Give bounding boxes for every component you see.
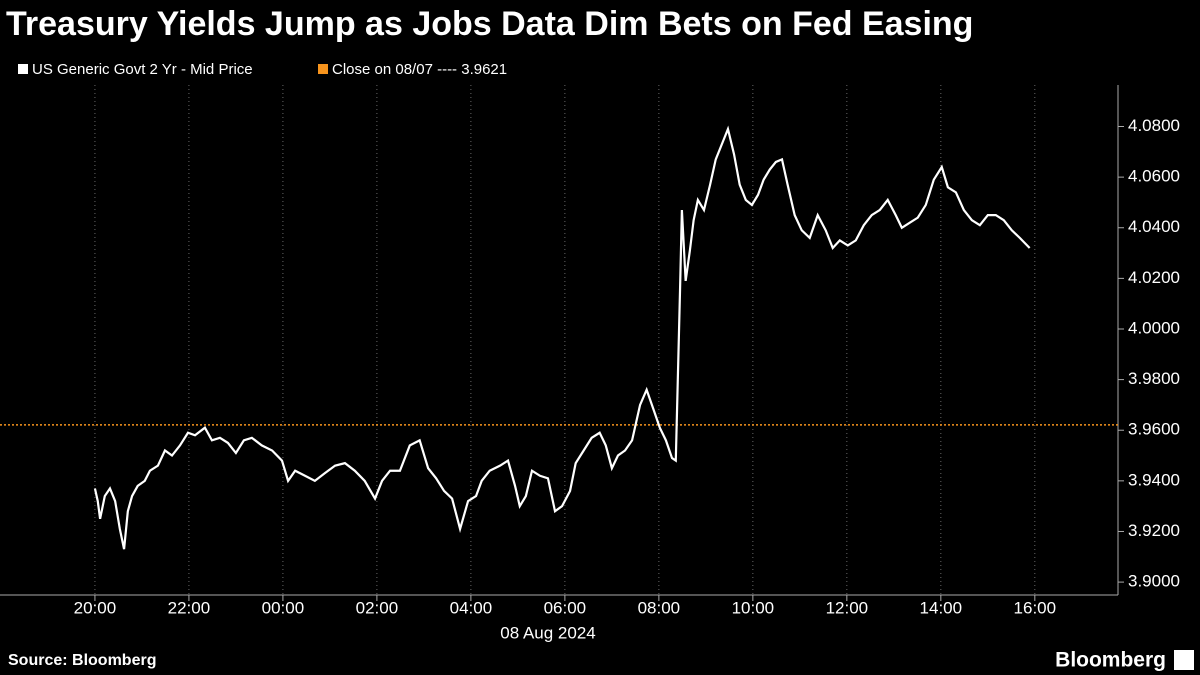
x-tick-label: 06:00 (544, 598, 587, 617)
brand: Bloomberg (1055, 649, 1166, 672)
legend-swatch (318, 64, 328, 74)
x-tick-label: 20:00 (74, 598, 117, 617)
x-tick-label: 02:00 (356, 598, 399, 617)
y-tick-label: 3.9400 (1128, 470, 1180, 489)
chart-title: Treasury Yields Jump as Jobs Data Dim Be… (6, 5, 973, 43)
y-tick-label: 3.9200 (1128, 521, 1180, 540)
brand-icon (1174, 650, 1194, 670)
y-tick-label: 4.0800 (1128, 116, 1180, 135)
x-tick-label: 04:00 (450, 598, 493, 617)
x-tick-label: 22:00 (168, 598, 211, 617)
y-tick-label: 4.0200 (1128, 268, 1180, 287)
line (93, 125, 1031, 550)
y-tick-label: 4.0600 (1128, 167, 1180, 186)
x-tick-label: 12:00 (826, 598, 869, 617)
y-tick-label: 3.9000 (1128, 572, 1180, 591)
x-tick-label: 10:00 (732, 598, 775, 617)
legend-swatch (18, 64, 28, 74)
y-tick-label: 4.0400 (1128, 217, 1180, 236)
date-label: 08 Aug 2024 (500, 623, 595, 642)
x-tick-label: 00:00 (262, 598, 305, 617)
source: Source: Bloomberg (8, 652, 156, 669)
legend-label: US Generic Govt 2 Yr - Mid Price (32, 61, 253, 78)
y-tick-label: 4.0000 (1128, 318, 1180, 337)
y-tick-label: 3.9800 (1128, 369, 1180, 388)
x-tick-label: 14:00 (920, 598, 963, 617)
x-tick-label: 08:00 (638, 598, 681, 617)
legend-label: Close on 08/07 ---- 3.9621 (332, 61, 507, 78)
x-tick-label: 16:00 (1014, 598, 1057, 617)
y-tick-label: 3.9600 (1128, 420, 1180, 439)
